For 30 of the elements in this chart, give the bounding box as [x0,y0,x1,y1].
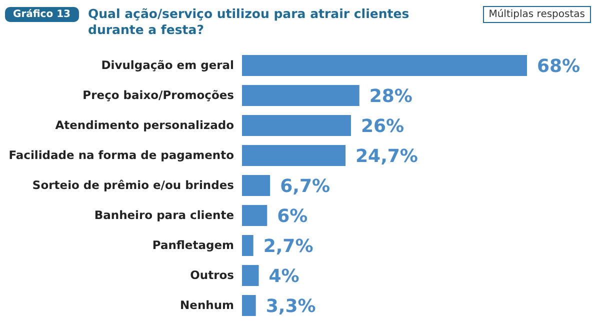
y-tick-label: Nenhum [180,298,234,312]
bar [242,295,256,316]
y-tick-label: Outros [190,268,234,282]
y-tick-label: Facilidade na forma de pagamento [8,148,234,162]
bar [242,115,351,136]
y-tick-label: Preço baixo/Promoções [82,88,234,102]
bar [242,175,270,196]
data-label: 24,7% [356,146,418,167]
data-label: 6,7% [280,176,330,197]
bar [242,55,527,76]
data-label: 68% [537,56,580,77]
y-tick-label: Atendimento personalizado [55,118,234,132]
data-label: 3,3% [266,296,316,317]
data-label: 28% [369,86,412,107]
y-tick-label: Banheiro para cliente [94,208,234,222]
data-label: 2,7% [263,236,314,257]
y-tick-label: Divulgação em geral [101,58,234,72]
bar [242,205,268,226]
data-label: 4% [268,266,300,287]
bar [242,265,259,286]
text: Múltiplas respostas [482,6,591,23]
data-label: 6% [277,206,308,227]
chart-title: Qual ação/serviço utilizou para atrair clientes durante a festa? [88,6,410,38]
y-tick-label: Panfletagem [152,238,234,252]
text: Gráfico 13 [5,7,78,22]
bar [242,85,360,106]
y-tick-label: Sorteio de prêmio e/ou brindes [32,178,234,192]
bar [242,235,254,256]
bar [242,145,346,166]
data-label: 26% [360,116,404,137]
